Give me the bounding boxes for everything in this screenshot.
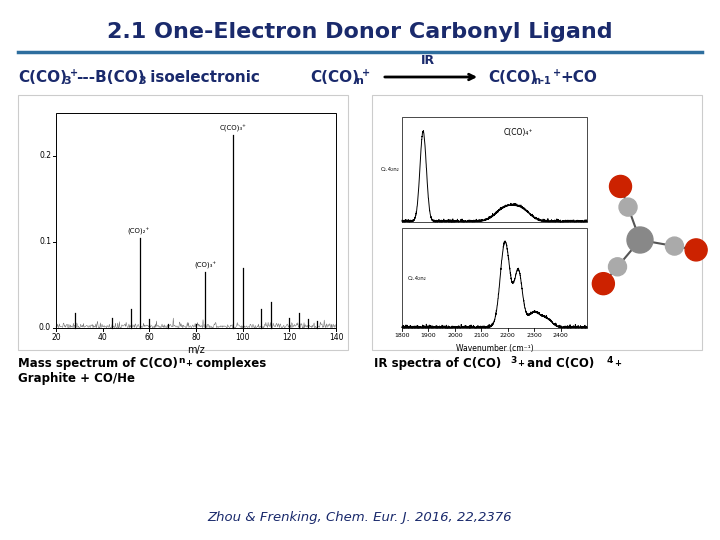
Text: 140: 140 (329, 333, 343, 342)
Text: Wavenumber (cm⁻¹): Wavenumber (cm⁻¹) (456, 344, 534, 353)
Text: 100: 100 (235, 333, 250, 342)
Text: 3: 3 (63, 76, 71, 86)
Text: +CO: +CO (560, 70, 597, 84)
Text: IR spectra of C(CO): IR spectra of C(CO) (374, 357, 501, 370)
Text: 2000: 2000 (447, 333, 463, 338)
Text: 2.1 One-Electron Donor Carbonyl Ligand: 2.1 One-Electron Donor Carbonyl Ligand (107, 22, 613, 42)
Text: +: + (517, 359, 524, 368)
Text: 3: 3 (510, 356, 516, 365)
Circle shape (685, 239, 707, 261)
Text: C(CO)₄⁺: C(CO)₄⁺ (504, 128, 534, 137)
Text: C₂.4₂n₂: C₂.4₂n₂ (381, 167, 400, 172)
Text: isoelectronic: isoelectronic (145, 70, 260, 84)
Text: n: n (355, 76, 363, 86)
Text: 2400: 2400 (553, 333, 569, 338)
Text: 0.2: 0.2 (39, 152, 51, 160)
Text: 0.0: 0.0 (39, 323, 51, 333)
Text: Zhou & Frenking, Chem. Eur. J. 2016, 22,2376: Zhou & Frenking, Chem. Eur. J. 2016, 22,… (208, 511, 512, 524)
Text: 1800: 1800 (395, 333, 410, 338)
Text: Mass spectrum of C(CO): Mass spectrum of C(CO) (18, 357, 178, 370)
Bar (372, 95, 702, 350)
Text: 2200: 2200 (500, 333, 516, 338)
Circle shape (627, 227, 653, 253)
Text: 1900: 1900 (420, 333, 436, 338)
Circle shape (608, 258, 626, 276)
Text: 3: 3 (138, 76, 145, 86)
Text: +: + (70, 68, 78, 78)
Bar (402, 117, 587, 222)
Bar (402, 228, 587, 328)
Text: +: + (614, 359, 621, 368)
Text: n-1: n-1 (533, 76, 551, 86)
Text: m/z: m/z (187, 345, 205, 355)
Text: 60: 60 (145, 333, 154, 342)
Text: (CO)₂⁺: (CO)₂⁺ (127, 227, 149, 235)
Text: n: n (178, 356, 184, 365)
Text: (CO)₃⁺: (CO)₃⁺ (194, 262, 217, 269)
Text: 2300: 2300 (526, 333, 542, 338)
Text: C(CO): C(CO) (18, 70, 67, 84)
Text: +: + (185, 359, 192, 368)
Text: complexes: complexes (192, 357, 266, 370)
Text: +: + (553, 68, 561, 78)
Text: ---B(CO): ---B(CO) (76, 70, 145, 84)
Text: C(CO): C(CO) (488, 70, 537, 84)
Text: 120: 120 (282, 333, 297, 342)
Bar (18, 95, 348, 350)
Text: Graphite + CO/He: Graphite + CO/He (18, 372, 135, 385)
Text: 80: 80 (192, 333, 201, 342)
Circle shape (593, 273, 614, 295)
Circle shape (665, 237, 683, 255)
Text: 20: 20 (51, 333, 60, 342)
Bar (56, 113, 336, 328)
Text: and C(CO): and C(CO) (523, 357, 594, 370)
Text: C(CO)₃⁺: C(CO)₃⁺ (220, 124, 247, 132)
Text: 4: 4 (607, 356, 613, 365)
Circle shape (619, 198, 637, 216)
Text: C₂.4₂n₂: C₂.4₂n₂ (408, 275, 426, 280)
Text: 0.1: 0.1 (39, 238, 51, 246)
Circle shape (610, 176, 631, 198)
Text: C(CO): C(CO) (310, 70, 359, 84)
Text: 40: 40 (98, 333, 107, 342)
Text: +: + (362, 68, 370, 78)
Text: 2100: 2100 (474, 333, 489, 338)
Text: IR: IR (421, 55, 435, 68)
